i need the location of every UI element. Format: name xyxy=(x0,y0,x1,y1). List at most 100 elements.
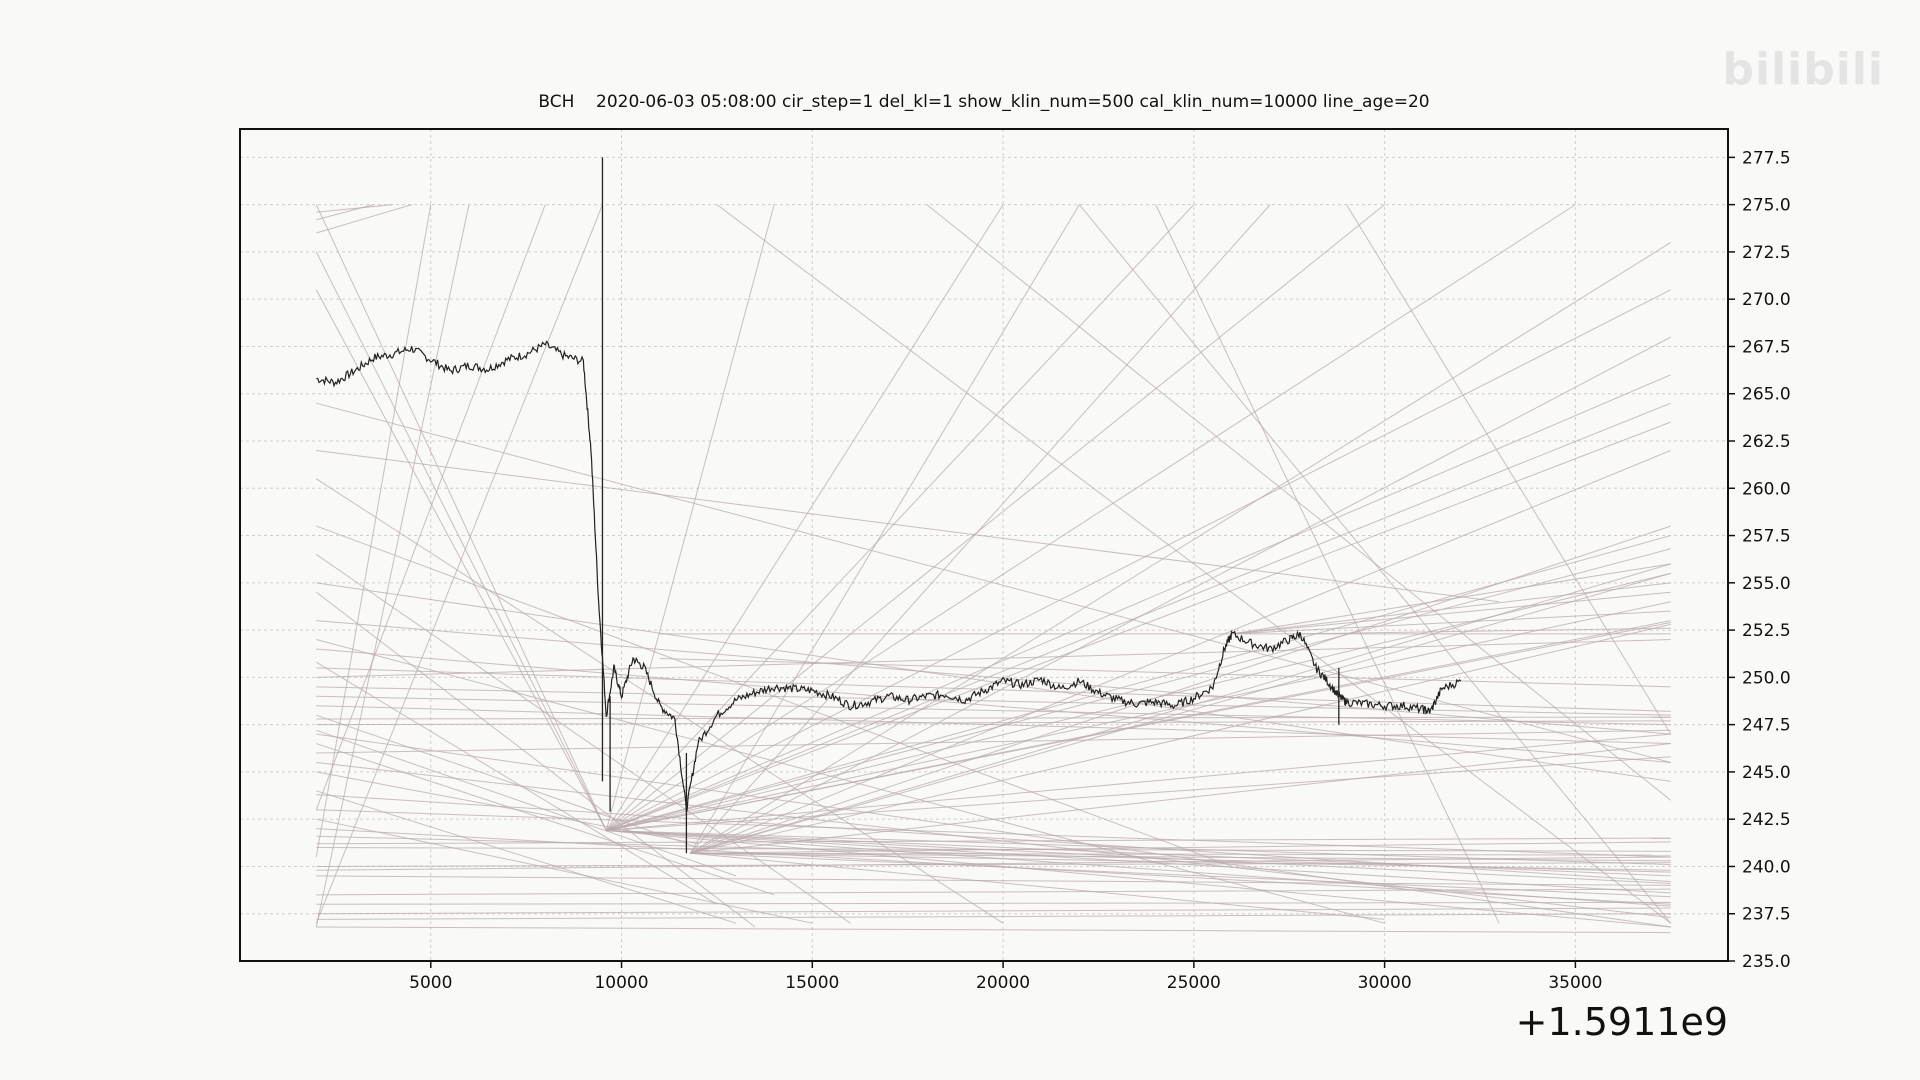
trend-line xyxy=(316,554,851,924)
trend-line xyxy=(690,841,1671,854)
trend-line xyxy=(606,289,1671,831)
trend-line xyxy=(316,862,1671,867)
trend-line xyxy=(659,657,1671,688)
trend-line xyxy=(316,901,1671,905)
trend-line xyxy=(315,204,607,831)
trend-line xyxy=(606,830,1671,877)
trend-line xyxy=(316,743,775,896)
trend-line xyxy=(690,852,1671,862)
trend-line xyxy=(689,336,1672,854)
trend-line xyxy=(316,790,737,924)
y-tick-label: 252.5 xyxy=(1742,621,1791,641)
trend-line xyxy=(605,204,775,831)
trend-line xyxy=(316,875,1671,886)
trend-line xyxy=(315,204,546,810)
trend-line xyxy=(316,729,737,877)
trend-line xyxy=(316,661,718,905)
trend-line xyxy=(316,733,1671,928)
y-tick-label: 255.0 xyxy=(1742,574,1791,594)
trend-line xyxy=(690,743,1671,854)
trend-line xyxy=(315,289,607,831)
plot-area-frame xyxy=(239,128,1729,962)
trend-line xyxy=(316,620,1671,735)
trend-line xyxy=(316,402,1671,763)
y-tick-label: 270.0 xyxy=(1742,290,1791,310)
trend-line xyxy=(316,818,813,924)
y-tick-label: 245.0 xyxy=(1742,763,1791,783)
trend-line xyxy=(1155,204,1500,924)
trend-line xyxy=(316,667,1671,712)
y-tick-label: 267.5 xyxy=(1742,337,1791,357)
trend-line xyxy=(316,907,1671,915)
trend-line xyxy=(1231,591,1671,635)
x-tick-label: 25000 xyxy=(1167,973,1221,993)
trend-line xyxy=(606,421,1671,831)
trend-line xyxy=(605,204,1195,831)
trend-line xyxy=(606,733,1671,832)
trend-line xyxy=(690,852,1671,856)
y-tick-label: 272.5 xyxy=(1742,243,1791,263)
trend-line xyxy=(316,705,1671,745)
y-tick-label: 262.5 xyxy=(1742,432,1791,452)
trend-line xyxy=(689,242,1672,854)
x-tick-label: 20000 xyxy=(976,973,1030,993)
trend-line xyxy=(606,535,1671,832)
y-tick-label: 242.5 xyxy=(1742,810,1791,830)
trend-line xyxy=(926,204,1672,801)
trend-line xyxy=(316,648,1671,763)
y-tick-label: 235.0 xyxy=(1742,952,1791,972)
trend-lines-layer xyxy=(315,204,1672,934)
trend-line xyxy=(315,204,470,928)
y-tick-label: 240.0 xyxy=(1742,857,1791,877)
trend-line xyxy=(605,204,1385,831)
trend-line xyxy=(1231,563,1671,635)
trend-line xyxy=(1231,610,1671,635)
x-tick-label: 35000 xyxy=(1548,973,1602,993)
trend-line xyxy=(690,563,1671,854)
y-tick-label: 275.0 xyxy=(1742,196,1791,216)
trend-line xyxy=(316,695,1671,726)
trend-line xyxy=(316,761,1671,919)
trend-line xyxy=(690,449,1671,854)
y-tick-label: 237.5 xyxy=(1742,905,1791,925)
trend-line xyxy=(316,729,1671,754)
y-tick-label: 265.0 xyxy=(1742,385,1791,405)
trend-line xyxy=(690,525,1671,854)
tick-layer: 5000 10000 15000 20000 25000 30000 35000 235.0 2… xyxy=(409,148,1791,993)
trend-line xyxy=(606,204,1576,831)
y-tick-label: 277.5 xyxy=(1742,148,1791,168)
trend-line xyxy=(316,449,1500,603)
trend-line xyxy=(606,601,1671,832)
trend-line xyxy=(316,591,756,928)
trend-line xyxy=(315,204,603,924)
trend-line xyxy=(689,204,1271,854)
trend-line xyxy=(606,622,1671,832)
x-tick-label: 5000 xyxy=(409,973,452,993)
trend-line xyxy=(606,374,1671,831)
trend-line xyxy=(1346,204,1672,735)
trend-line xyxy=(315,251,607,831)
trend-line xyxy=(690,623,1671,854)
trend-line xyxy=(689,204,1080,854)
price-line xyxy=(316,340,1462,813)
trend-line xyxy=(316,714,699,849)
trend-line xyxy=(605,204,1004,831)
x-tick-label: 10000 xyxy=(594,973,648,993)
trend-line xyxy=(1231,582,1671,635)
trend-line xyxy=(316,204,412,234)
trend-line xyxy=(690,852,1671,871)
y-tick-label: 250.0 xyxy=(1742,668,1791,688)
trend-line xyxy=(690,852,1385,920)
trend-line xyxy=(606,548,1671,832)
trend-line xyxy=(316,716,1671,720)
y-tick-label: 257.5 xyxy=(1742,527,1791,547)
trend-line xyxy=(606,830,1671,894)
trend-line xyxy=(316,926,1671,934)
trend-line xyxy=(690,852,1671,898)
trend-line xyxy=(690,572,1671,854)
trend-line xyxy=(716,204,1672,924)
y-tick-label: 260.0 xyxy=(1742,479,1791,499)
chart-title: BCH 2020-06-03 05:08:00 cir_step=1 del_k… xyxy=(538,92,1430,112)
price-series-layer xyxy=(316,157,1462,854)
